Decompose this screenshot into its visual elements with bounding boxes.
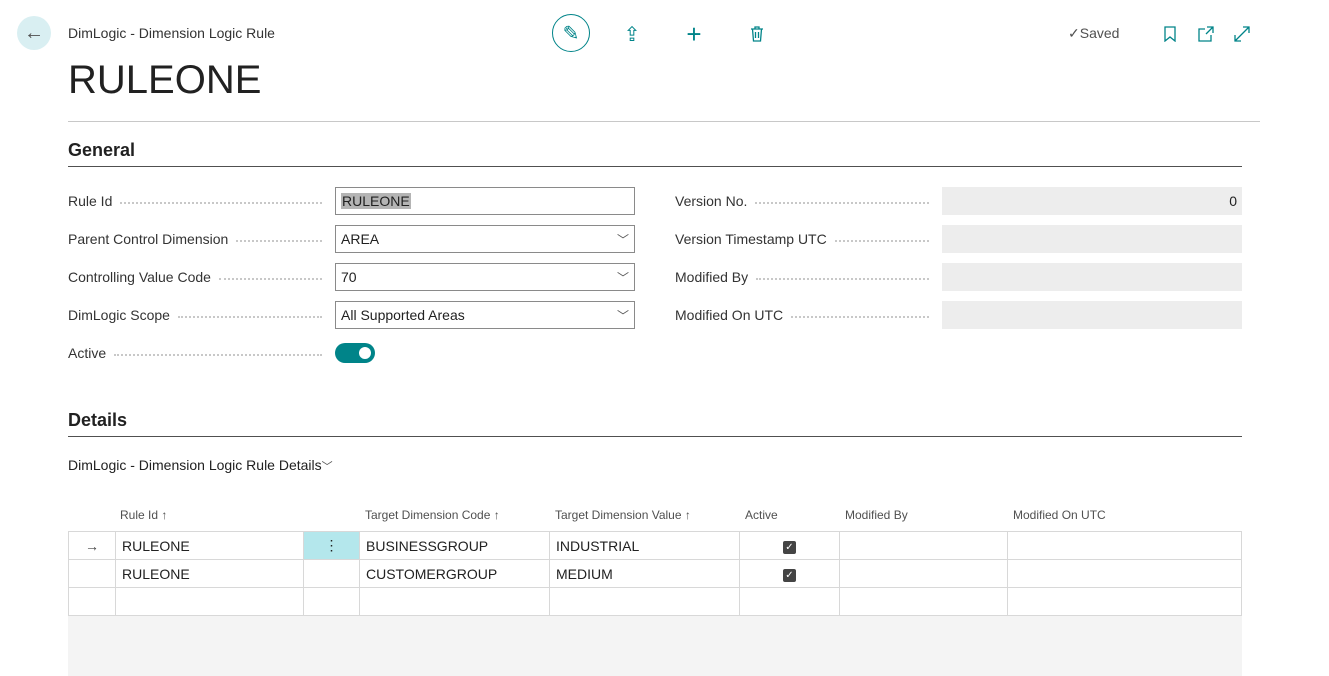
controlling-value-code-label: Controlling Value Code: [68, 269, 328, 285]
modified-on-cell: [1007, 587, 1242, 616]
share-icon: ⇪: [623, 23, 641, 46]
bookmark-icon: [1164, 26, 1176, 42]
active-cell[interactable]: ✓: [739, 531, 840, 560]
table-row[interactable]: RULEONE CUSTOMERGROUP MEDIUM ✓: [68, 559, 1242, 588]
modified-by-field: [942, 263, 1242, 291]
active-checkbox[interactable]: ✓: [783, 569, 796, 582]
rule-id-cell[interactable]: RULEONE: [115, 531, 304, 560]
chevron-down-icon: ﹀: [616, 270, 629, 285]
target-code-cell[interactable]: [359, 587, 550, 616]
details-divider: [68, 436, 1242, 437]
modified-by-cell: [839, 531, 1008, 560]
rule-id-cell[interactable]: [115, 587, 304, 616]
row-actions-cell[interactable]: [303, 587, 360, 616]
modified-on-field: [942, 301, 1242, 329]
details-grid: → RULEONE ⋮ BUSINESSGROUP INDUSTRIAL ✓ R…: [68, 531, 1242, 616]
parent-control-dimension-label: Parent Control Dimension: [68, 231, 328, 247]
modified-by-cell: [839, 559, 1008, 588]
edit-button[interactable]: ✎: [552, 14, 590, 52]
dimlogic-scope-label: DimLogic Scope: [68, 307, 328, 323]
check-icon: ✓: [1068, 25, 1080, 41]
version-timestamp-field: [942, 225, 1242, 253]
target-code-cell[interactable]: CUSTOMERGROUP: [359, 559, 550, 588]
subpage-menu[interactable]: DimLogic - Dimension Logic Rule Details﹀: [68, 457, 333, 473]
page-title: RULEONE: [68, 58, 262, 102]
modified-by-label: Modified By: [675, 269, 935, 285]
col-rule-id[interactable]: Rule Id ↑: [120, 508, 168, 522]
row-actions-cell[interactable]: [303, 559, 360, 588]
rule-id-input[interactable]: RULEONE: [335, 187, 635, 215]
active-label: Active: [68, 345, 328, 361]
active-toggle[interactable]: [335, 343, 375, 363]
more-vertical-icon: ⋮: [324, 537, 339, 553]
expand-icon: [1234, 26, 1250, 42]
version-no-field: 0: [942, 187, 1242, 215]
pencil-icon: ✎: [562, 22, 580, 45]
modified-on-label: Modified On UTC: [675, 307, 935, 323]
open-new-window-button[interactable]: [1188, 16, 1224, 52]
trash-icon: [751, 26, 763, 42]
table-row[interactable]: → RULEONE ⋮ BUSINESSGROUP INDUSTRIAL ✓: [68, 531, 1242, 560]
modified-on-cell: [1007, 531, 1242, 560]
target-code-cell[interactable]: BUSINESSGROUP: [359, 531, 550, 560]
col-modified-by[interactable]: Modified By: [845, 508, 908, 522]
col-modified-on[interactable]: Modified On UTC: [1013, 508, 1106, 522]
target-value-cell[interactable]: INDUSTRIAL: [549, 531, 740, 560]
target-value-cell[interactable]: MEDIUM: [549, 559, 740, 588]
version-no-label: Version No.: [675, 193, 935, 209]
arrow-left-icon: ←: [24, 21, 44, 44]
rule-id-label: Rule Id: [68, 193, 328, 209]
col-active[interactable]: Active: [745, 508, 778, 522]
modified-on-cell: [1007, 559, 1242, 588]
controlling-value-code-select[interactable]: 70 ﹀: [335, 263, 635, 291]
chevron-down-icon: ﹀: [321, 461, 333, 473]
rule-id-cell[interactable]: RULEONE: [115, 559, 304, 588]
bookmark-button[interactable]: [1152, 16, 1188, 52]
new-row[interactable]: [68, 587, 1242, 616]
saved-status: ✓Saved: [1068, 25, 1120, 41]
chevron-down-icon: ﹀: [616, 232, 629, 247]
parent-control-dimension-select[interactable]: AREA ﹀: [335, 225, 635, 253]
general-heading[interactable]: General: [68, 140, 136, 160]
row-actions-button[interactable]: ⋮: [303, 531, 360, 560]
col-target-dimension-code[interactable]: Target Dimension Code ↑: [365, 508, 500, 522]
target-value-cell[interactable]: [549, 587, 740, 616]
expand-button[interactable]: [1224, 16, 1260, 52]
active-cell[interactable]: ✓: [739, 559, 840, 588]
back-button[interactable]: ←: [17, 16, 51, 50]
version-timestamp-label: Version Timestamp UTC: [675, 231, 935, 247]
grid-empty-area: [68, 615, 1242, 676]
col-target-dimension-value[interactable]: Target Dimension Value ↑: [555, 508, 691, 522]
row-indicator: [68, 587, 116, 616]
chevron-down-icon: ﹀: [616, 308, 629, 323]
general-divider: [68, 166, 1242, 167]
active-cell[interactable]: [739, 587, 840, 616]
details-heading[interactable]: Details: [68, 410, 128, 430]
dimlogic-scope-select[interactable]: All Supported Areas ﹀: [335, 301, 635, 329]
row-indicator: [68, 559, 116, 588]
new-button[interactable]: +: [676, 16, 712, 52]
share-button[interactable]: ⇪: [614, 16, 650, 52]
breadcrumb: DimLogic - Dimension Logic Rule: [68, 25, 275, 41]
open-new-window-icon: [1198, 26, 1214, 42]
current-row-arrow-icon: →: [68, 531, 116, 560]
plus-icon: +: [686, 18, 702, 49]
header-divider: [68, 121, 1260, 122]
modified-by-cell: [839, 587, 1008, 616]
active-checkbox[interactable]: ✓: [783, 541, 796, 554]
delete-button[interactable]: [739, 16, 775, 52]
